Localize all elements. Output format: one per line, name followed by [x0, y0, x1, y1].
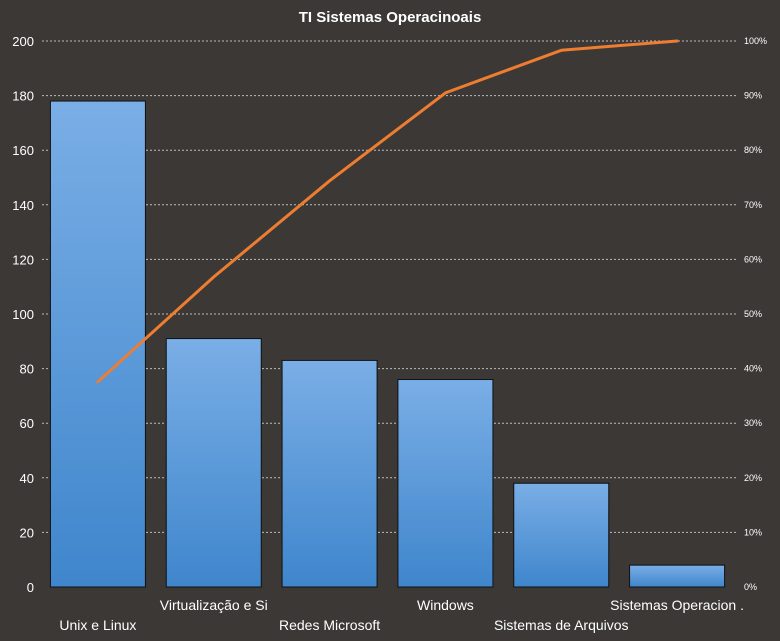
bar: [165, 338, 262, 588]
x-tick-label: Unix e Linux: [59, 617, 136, 633]
y-tick-label: 80: [20, 362, 34, 377]
secondary-y-axis-ticks: 0% 10% 20% 30% 40% 50% 60% 70% 80% 90% 100%: [744, 36, 767, 592]
bar: [397, 379, 494, 588]
bar: [629, 564, 726, 588]
y-tick-label: 140: [12, 198, 34, 213]
cumulative-line-series: [96, 39, 679, 384]
y-tick-label: 100: [12, 307, 34, 322]
y2-tick-label: 60%: [744, 254, 762, 264]
x-tick-label: Windows: [417, 597, 474, 613]
x-tick-label: Virtualização e Si: [160, 597, 268, 613]
y-axis-ticks: 0 20 40 60 80 100 120 140 160 180 200: [12, 34, 34, 595]
gridlines: [42, 40, 737, 533]
y2-tick-label: 30%: [744, 418, 762, 428]
x-axis-ticks: Unix e Linux Virtualização e Si Redes Micr…: [59, 597, 744, 633]
y2-tick-label: 70%: [744, 200, 762, 210]
y-tick-label: 60: [20, 416, 34, 431]
y-tick-label: 160: [12, 143, 34, 158]
y-tick-label: 120: [12, 252, 34, 267]
cumulative-line: [96, 39, 679, 384]
y-tick-label: 40: [20, 471, 34, 486]
y2-tick-label: 10%: [744, 527, 762, 537]
y-tick-label: 180: [12, 89, 34, 104]
x-tick-label: Sistemas Operacion .: [610, 597, 744, 613]
bar-series: [49, 100, 726, 588]
chart-title: TI Sistemas Operacinoais: [299, 9, 482, 26]
y2-tick-label: 90%: [744, 91, 762, 101]
y2-tick-label: 100%: [744, 36, 767, 46]
bar: [281, 359, 378, 588]
y2-tick-label: 0%: [744, 582, 757, 592]
bar: [513, 482, 610, 588]
y-tick-label: 20: [20, 525, 34, 540]
x-tick-label: Sistemas de Arquivos: [494, 617, 629, 633]
y2-tick-label: 20%: [744, 473, 762, 483]
y2-tick-label: 50%: [744, 309, 762, 319]
y2-tick-label: 80%: [744, 145, 762, 155]
x-tick-label: Redes Microsoft: [279, 617, 380, 633]
y2-tick-label: 40%: [744, 364, 762, 374]
bar: [49, 100, 146, 588]
y-tick-label: 0: [27, 580, 34, 595]
y-tick-label: 200: [12, 34, 34, 49]
